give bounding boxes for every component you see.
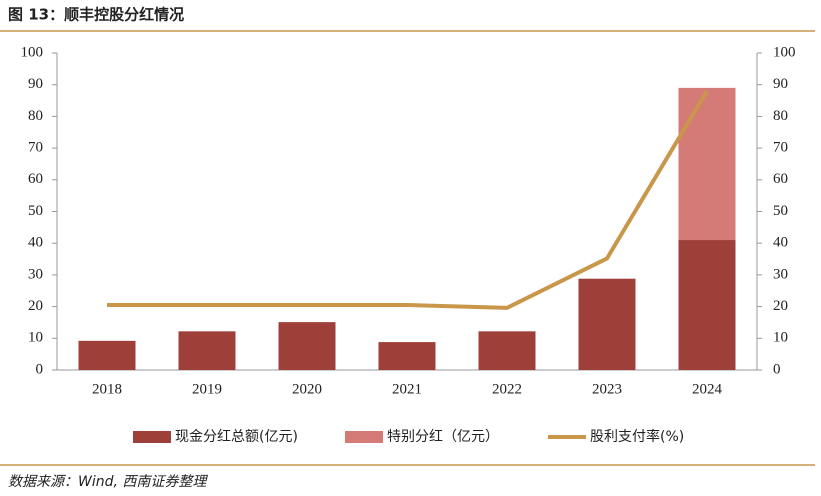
- y2-tick-label: 10: [773, 330, 788, 346]
- y-tick-label: 20: [28, 298, 43, 314]
- chart-title: 图 13：顺丰控股分红情况: [8, 6, 184, 24]
- y-tick-label: 0: [36, 361, 44, 377]
- y2-tick-label: 50: [773, 203, 788, 219]
- y-tick-label: 50: [28, 203, 43, 219]
- bar: [378, 342, 436, 370]
- x-tick-label: 2019: [192, 381, 222, 397]
- x-tick-label: 2021: [392, 381, 422, 397]
- y-tick-label: 60: [28, 171, 43, 187]
- legend-label: 特别分红（亿元）: [387, 429, 499, 445]
- y2-tick-label: 90: [773, 76, 788, 92]
- y2-tick-label: 0: [773, 361, 781, 377]
- x-tick-label: 2020: [292, 381, 322, 397]
- legend-swatch: [133, 431, 171, 443]
- bar: [578, 278, 636, 370]
- x-tick-label: 2022: [492, 381, 522, 397]
- y-tick-label: 80: [28, 108, 43, 124]
- x-tick-label: 2018: [92, 381, 122, 397]
- legend-label: 现金分红总额(亿元): [175, 429, 298, 445]
- y-tick-label: 70: [28, 140, 43, 156]
- y2-tick-label: 70: [773, 140, 788, 156]
- bar: [678, 87, 736, 241]
- bar: [78, 340, 136, 370]
- y-tick-label: 30: [28, 266, 43, 282]
- bar: [178, 331, 236, 370]
- y2-tick-label: 100: [773, 44, 796, 60]
- y2-tick-label: 60: [773, 171, 788, 187]
- y-tick-label: 40: [28, 235, 43, 251]
- line: [107, 90, 709, 310]
- source: 数据来源：Wind, 西南证券整理: [8, 474, 208, 490]
- x-tick-label: 2024: [692, 381, 723, 397]
- x-tick-label: 2023: [592, 381, 622, 397]
- y-tick-label: 100: [21, 44, 44, 60]
- bar: [278, 322, 336, 370]
- y2-tick-label: 80: [773, 108, 788, 124]
- legend-swatch: [345, 431, 383, 443]
- y2-tick-label: 30: [773, 266, 788, 282]
- bar: [678, 240, 736, 370]
- y-tick-label: 90: [28, 76, 43, 92]
- legend-label: 股利支付率(%): [590, 428, 684, 445]
- y2-tick-label: 40: [773, 235, 788, 251]
- y-tick-label: 10: [28, 330, 43, 346]
- bar: [478, 331, 536, 370]
- y2-tick-label: 20: [773, 298, 788, 314]
